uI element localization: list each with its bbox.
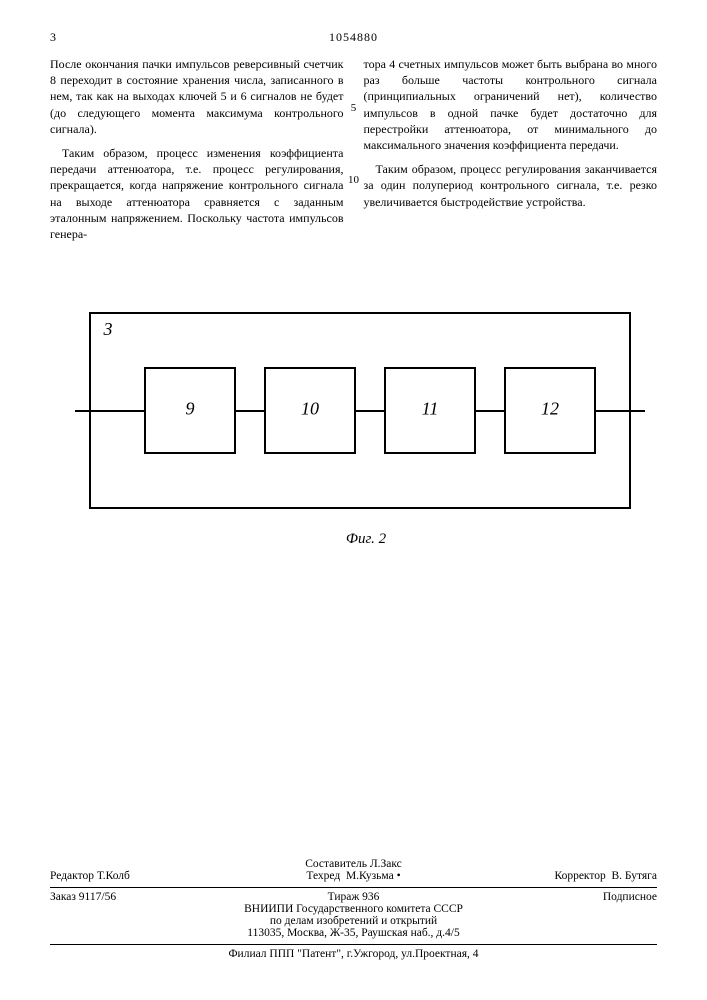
label: Редактор	[50, 870, 94, 882]
divider	[50, 887, 657, 888]
tirage: Тираж 936	[252, 891, 454, 903]
org-line-2: по делам изобретений и открытий	[50, 915, 657, 927]
block-diagram-svg: 3 9 10 11 12	[75, 305, 645, 515]
svg-text:3: 3	[103, 319, 113, 339]
svg-text:10: 10	[301, 399, 319, 419]
label: Корректор	[554, 870, 605, 882]
document-number: 1054880	[329, 30, 378, 45]
compiler-line: Составитель Л.Закс	[50, 858, 657, 870]
credits-row: Редактор Т.Колб Техред М.Кузьма • Коррек…	[50, 870, 657, 882]
divider	[50, 944, 657, 945]
body-columns: После окончания пачки импульсов реверсив…	[50, 56, 657, 250]
colophon: Составитель Л.Закс Редактор Т.Колб Техре…	[50, 858, 657, 960]
figure-caption: Фиг. 2	[75, 531, 657, 548]
address-line: 113035, Москва, Ж-35, Раушская наб., д.4…	[50, 927, 657, 939]
corrector-credit: Корректор В. Бутяга	[455, 870, 657, 882]
value: М.Кузьма	[346, 870, 394, 882]
margin-number-5: 5	[351, 102, 357, 114]
branch-line: Филиал ППП "Патент", г.Ужгород, ул.Проек…	[50, 948, 657, 960]
page-header: 3 1054880	[50, 30, 657, 48]
svg-text:12: 12	[541, 399, 559, 419]
margin-number-10: 10	[348, 174, 359, 186]
column-left: После окончания пачки импульсов реверсив…	[50, 56, 344, 250]
paragraph: Таким образом, процесс регулирования зак…	[364, 161, 658, 210]
label: Техред	[306, 870, 340, 882]
svg-text:9: 9	[186, 399, 195, 419]
order-number: Заказ 9117/56	[50, 891, 252, 903]
value: В. Бутяга	[612, 870, 657, 882]
techred-credit: Техред М.Кузьма •	[252, 870, 454, 882]
org-line-1: ВНИИПИ Государственного комитета СССР	[50, 903, 657, 915]
editor-credit: Редактор Т.Колб	[50, 870, 252, 882]
paragraph: Таким образом, процесс изменения коэффиц…	[50, 145, 344, 242]
paragraph: тора 4 счетных импульсов может быть выбр…	[364, 56, 658, 153]
svg-text:11: 11	[422, 399, 439, 419]
column-right: тора 4 счетных импульсов может быть выбр…	[364, 56, 658, 250]
figure-2-diagram: 3 9 10 11 12 Фиг. 2	[75, 305, 657, 548]
paragraph: После окончания пачки импульсов реверсив…	[50, 56, 344, 137]
subscription: Подписное	[455, 891, 657, 903]
order-row: Заказ 9117/56 Тираж 936 Подписное	[50, 891, 657, 903]
page-number-left: 3	[50, 30, 56, 44]
value: Т.Колб	[97, 870, 130, 882]
